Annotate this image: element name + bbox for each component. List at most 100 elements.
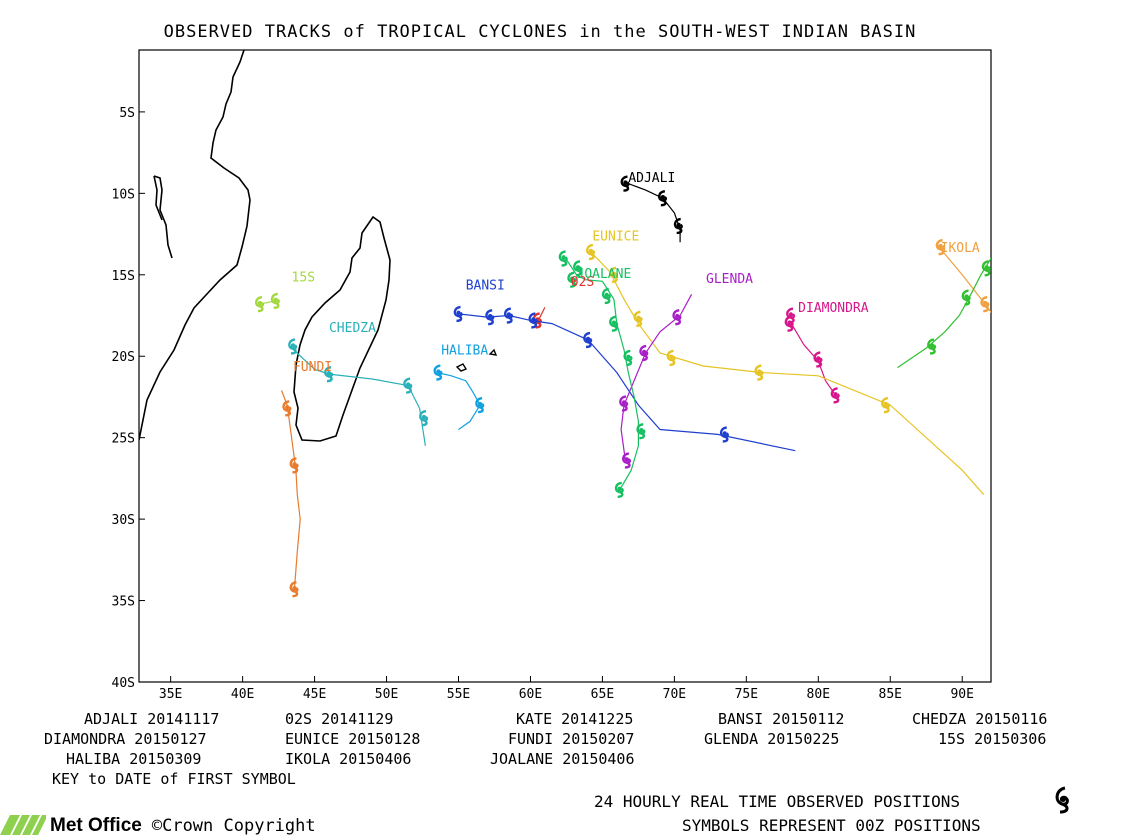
storm-track: [620, 294, 693, 461]
storm-label: 15S: [292, 270, 315, 285]
cyclone-symbol-icon: [666, 349, 676, 367]
storm-label: 02S: [571, 275, 594, 290]
cyclone-symbol-icon: [813, 351, 823, 368]
cyclone-symbol-icon: [623, 349, 633, 367]
x-tick-label: 65E: [591, 687, 614, 702]
cyclone-symbol-icon: [786, 307, 796, 324]
x-tick-label: 85E: [879, 687, 902, 702]
cyclone-symbol-icon: [981, 260, 991, 277]
y-tick-label: 15S: [112, 269, 135, 284]
cyclone-symbol-icon: [622, 452, 632, 469]
cyclone-symbol-icon: [419, 409, 429, 427]
y-tick-label: 5S: [119, 106, 135, 121]
storm-track: [897, 257, 991, 369]
storm-label: ADJALI: [628, 171, 675, 186]
storm-label: EUNICE: [592, 230, 639, 245]
cyclone-symbol-icon: [558, 250, 568, 267]
cyclone-symbol-icon: [573, 260, 583, 277]
cyclone-symbol-icon: [961, 289, 971, 306]
cyclone-symbol-icon: [619, 395, 629, 412]
cyclone-symbol-icon: [658, 190, 668, 207]
y-tick-label: 40S: [112, 676, 135, 691]
key-row-3-col-2: IKOLA 20150406: [285, 750, 412, 768]
key-row-2-col-3: FUNDI 20150207: [508, 730, 635, 748]
axes: 35E 40E 45E 50E 55E 60E 65E 70E 75E 80E 85E 90E 5S 10…: [112, 106, 974, 702]
met-office-stripes-icon: [0, 815, 46, 835]
storm-track: [289, 346, 426, 446]
cyclone-symbol-icon: [433, 364, 443, 381]
cyclone-symbol-icon: [528, 312, 538, 329]
map-frame: [138, 49, 992, 683]
cyclone-symbol-icon: [453, 305, 463, 323]
x-tick-label: 50E: [375, 687, 398, 702]
cyclone-symbol-icon: [583, 331, 593, 349]
storm-label: BANSI: [466, 278, 505, 293]
cyclone-symbol-icon: [830, 387, 840, 404]
cyclone-symbol-icon: [324, 365, 334, 383]
cyclone-symbol-icon: [620, 175, 630, 192]
x-tick-label: 75E: [735, 687, 758, 702]
map-title: OBSERVED TRACKS of TROPICAL CYCLONES in …: [163, 22, 917, 42]
cyclone-symbol-icon: [980, 295, 990, 313]
cyclone-symbol-icon: [927, 338, 937, 355]
key-row-2-col-2: EUNICE 20150128: [285, 730, 421, 748]
key-row-3-col-3: JOALANE 20150406: [490, 750, 635, 768]
x-tick-label: 70E: [663, 687, 686, 702]
cyclone-symbol-icon: [636, 422, 646, 440]
storm-track: [788, 320, 837, 396]
cyclone-symbol-icon: [672, 308, 682, 326]
y-tick-label: 25S: [112, 432, 135, 447]
cyclone-symbol-icon: [567, 271, 577, 288]
storm-track: [563, 254, 640, 491]
storm-track: [937, 245, 991, 314]
storm-label: IKOLA: [941, 241, 980, 256]
key-row-2-col-5: 15S 20150306: [938, 730, 1047, 748]
cyclone-symbol-icon: [614, 481, 624, 498]
key-row-1-col-4: BANSI 20150112: [718, 710, 845, 728]
x-tick-label: 35E: [159, 687, 182, 702]
x-tick-label: 55E: [447, 687, 470, 702]
storm-label: DIAMONDRA: [798, 301, 869, 316]
cyclone-symbol-icon: [609, 315, 619, 332]
key-row-1-col-3: KATE 20141225: [516, 710, 634, 728]
y-tick-label: 30S: [112, 513, 135, 528]
cyclone-symbol-icon: [639, 344, 649, 362]
storm-track: [458, 313, 796, 452]
y-tick-label: 35S: [112, 595, 135, 610]
met-office-logo: Met Office ©Crown Copyright: [0, 812, 316, 840]
x-tick-label: 40E: [231, 687, 254, 702]
footer-line-2: SYMBOLS REPRESENT 00Z POSITIONS: [682, 816, 981, 835]
cyclone-symbol-icon: [609, 266, 619, 283]
tracks: [255, 175, 991, 598]
storm-label: GLENDA: [706, 272, 753, 287]
cyclone-symbol-icon: [586, 243, 596, 261]
cyclone-symbol-icon: [289, 457, 299, 474]
cyclone-symbol-icon: [673, 217, 683, 235]
storm-label: HALIBA: [441, 344, 488, 359]
cyclone-symbol-icon: [719, 426, 729, 443]
storm-track: [436, 371, 481, 430]
cyclone-symbol-icon: [601, 287, 611, 305]
storm-label: JOALANE: [577, 267, 632, 282]
key-row-2-col-1: DIAMONDRA 20150127: [44, 730, 207, 748]
storm-labels: ADJALI 02S BANSI CHEDZA DIAMONDRA EUNICE FUNDI…: [292, 171, 980, 375]
key-row-1-col-2: 02S 20141129: [285, 710, 394, 728]
cyclone-symbol-icon: [403, 377, 413, 394]
y-tick-label: 20S: [112, 350, 135, 365]
cyclone-symbol-icon: [633, 310, 643, 327]
cyclone-symbol-icon: [255, 295, 265, 313]
storm-label: CHEDZA: [329, 321, 376, 336]
cyclone-symbol-icon: [784, 315, 794, 332]
x-tick-label: 60E: [519, 687, 542, 702]
key-caption: KEY to DATE of FIRST SYMBOL: [52, 770, 296, 788]
cyclone-symbol-icon: [754, 364, 764, 381]
cyclone-symbol-icon: [485, 308, 495, 326]
y-tick-label: 10S: [112, 187, 135, 202]
x-tick-label: 80E: [807, 687, 830, 702]
cyclone-symbol-icon: [881, 396, 891, 414]
storm-track: [590, 251, 985, 496]
storm-track: [280, 390, 301, 590]
cyclone-symbol-icon: [475, 396, 485, 414]
cyclone-symbol-icon: [935, 238, 945, 256]
